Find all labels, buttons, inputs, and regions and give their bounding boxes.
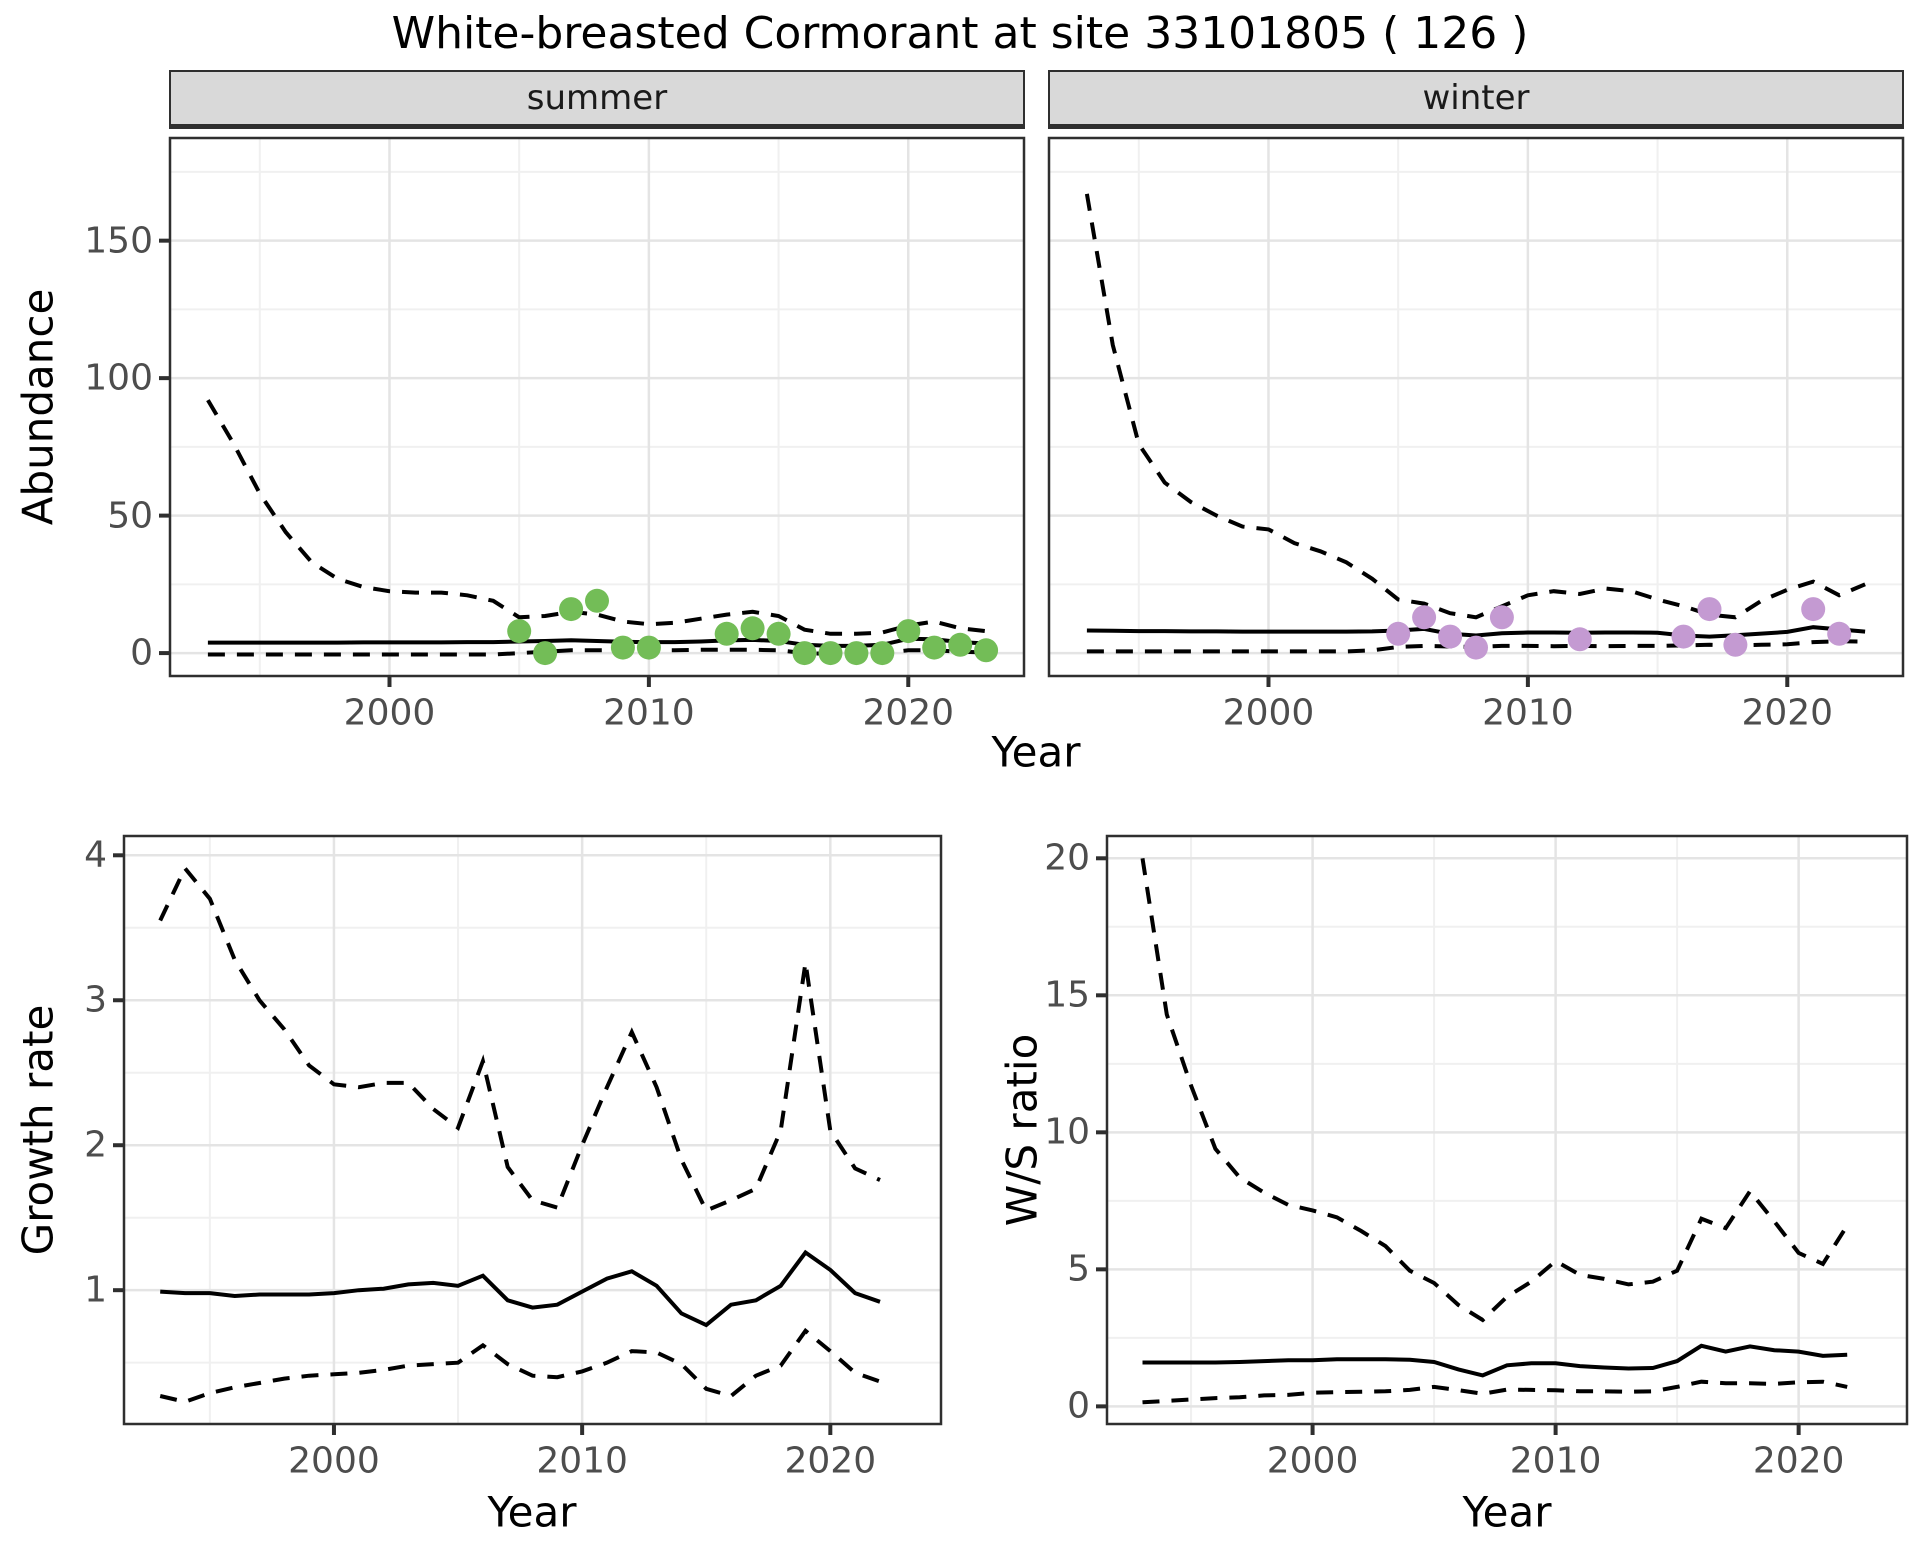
grid-minor: [1106, 835, 1908, 1425]
growth-rate-lower_ci-line: [159, 1327, 881, 1404]
page-title: White-breasted Cormorant at site 3310180…: [391, 8, 1529, 59]
x-tick-label: 2000: [1222, 692, 1315, 734]
summer-abundance-mean-line: [207, 636, 987, 648]
observation-point: [896, 619, 921, 644]
axis-ticks: [113, 853, 833, 1435]
grid-minor: [123, 835, 942, 1425]
y-tick-label: 0: [130, 632, 153, 674]
growth-year-axis-title: Year: [487, 1487, 577, 1537]
observation-point: [1671, 624, 1696, 649]
facet-strip-summer: summer: [169, 70, 1025, 129]
observation-point: [1464, 635, 1488, 660]
observation-point: [974, 638, 999, 663]
y-tick-label: 1: [84, 1269, 107, 1311]
panel-border: [1105, 834, 1909, 1426]
facet-strip-winter-label: winter: [1422, 78, 1530, 118]
winter-abundance-observation-points: [1386, 597, 1852, 660]
observation-point: [766, 621, 791, 646]
observation-point: [610, 635, 635, 660]
x-tick-label: 2020: [1752, 1440, 1845, 1482]
ws-year-axis-title: Year: [1462, 1487, 1552, 1537]
y-tick-label: 4: [84, 834, 107, 876]
x-tick-label: 2010: [1482, 692, 1574, 734]
summer-abundance-upper_ci-line: [206, 399, 987, 636]
panel-border: [1047, 136, 1905, 678]
ws-axis-title: W/S ratio: [997, 1033, 1047, 1227]
observation-point: [585, 588, 609, 613]
facet-strip-summer-label: summer: [526, 78, 668, 118]
observation-point: [714, 621, 739, 646]
y-tick-label: 150: [84, 220, 153, 262]
observation-point: [533, 641, 558, 666]
observation-point: [1438, 624, 1463, 649]
x-tick-label: 2010: [1509, 1440, 1602, 1482]
y-tick-label: 2: [84, 1124, 107, 1166]
facet-strip-winter: winter: [1048, 70, 1904, 129]
summer-abundance-observation-points: [507, 588, 999, 666]
observation-point: [1697, 597, 1722, 622]
observation-point: [1801, 597, 1826, 622]
winter-abundance-mean-line: [1086, 625, 1866, 639]
x-tick-label: 2000: [343, 692, 436, 734]
observation-point: [507, 619, 532, 644]
ws-ratio-upper_ci-line: [1140, 857, 1849, 1323]
ws-ratio-mean-line: [1142, 1343, 1848, 1378]
growth-rate-mean-line: [160, 1249, 881, 1328]
y-tick-label: 20: [1044, 837, 1090, 879]
observation-point: [792, 641, 817, 666]
observation-point: [922, 635, 947, 660]
observation-point: [1567, 627, 1592, 652]
observation-point: [740, 616, 765, 641]
growth-rate-upper_ci-line: [158, 864, 881, 1214]
summer-abundance-panel: [159, 136, 1026, 687]
grid-major: [123, 835, 942, 1425]
y-tick-label: 15: [1044, 974, 1090, 1016]
winter-abundance-upper_ci-line: [1084, 193, 1866, 620]
growth-rate-panel: [113, 834, 943, 1435]
grid-major: [1048, 137, 1904, 677]
observation-point: [559, 597, 584, 622]
grid-minor: [1048, 137, 1904, 677]
x-tick-label: 2020: [862, 692, 955, 734]
grid-major: [1106, 835, 1908, 1425]
axis-ticks: [159, 238, 911, 687]
observation-point: [1723, 632, 1748, 657]
observation-point: [818, 641, 843, 666]
axis-ticks: [1096, 856, 1801, 1435]
x-tick-label: 2010: [536, 1440, 628, 1482]
y-tick-label: 50: [107, 495, 153, 537]
top-year-axis-title: Year: [991, 727, 1081, 777]
growth-axis-title: Growth rate: [13, 1004, 63, 1256]
y-tick-label: 5: [1067, 1248, 1090, 1290]
observation-point: [1827, 621, 1852, 646]
y-tick-label: 100: [84, 357, 153, 399]
y-tick-label: 3: [84, 979, 107, 1021]
panel-border: [122, 834, 943, 1426]
x-tick-label: 2010: [603, 692, 695, 734]
x-tick-label: 2020: [784, 1440, 877, 1482]
y-tick-label: 0: [1067, 1385, 1090, 1427]
winter-abundance-panel: [1047, 136, 1905, 687]
ws-ratio-lower_ci-line: [1142, 1379, 1848, 1405]
x-tick-label: 2000: [1266, 1440, 1359, 1482]
x-tick-label: 2000: [288, 1440, 380, 1482]
grid-minor: [169, 137, 1025, 677]
y-tick-label: 10: [1044, 1111, 1090, 1153]
observation-point: [844, 641, 869, 666]
axis-ticks: [1266, 677, 1790, 687]
observation-point: [636, 635, 661, 660]
observation-point: [1386, 621, 1411, 646]
observation-point: [1489, 605, 1514, 630]
abundance-axis-title: Abundance: [13, 288, 63, 526]
observation-point: [870, 641, 895, 666]
ws-ratio-panel: [1096, 834, 1909, 1435]
observation-point: [1412, 605, 1437, 630]
panel-border: [168, 136, 1026, 678]
x-tick-label: 2020: [1741, 692, 1834, 734]
observation-point: [948, 632, 973, 657]
